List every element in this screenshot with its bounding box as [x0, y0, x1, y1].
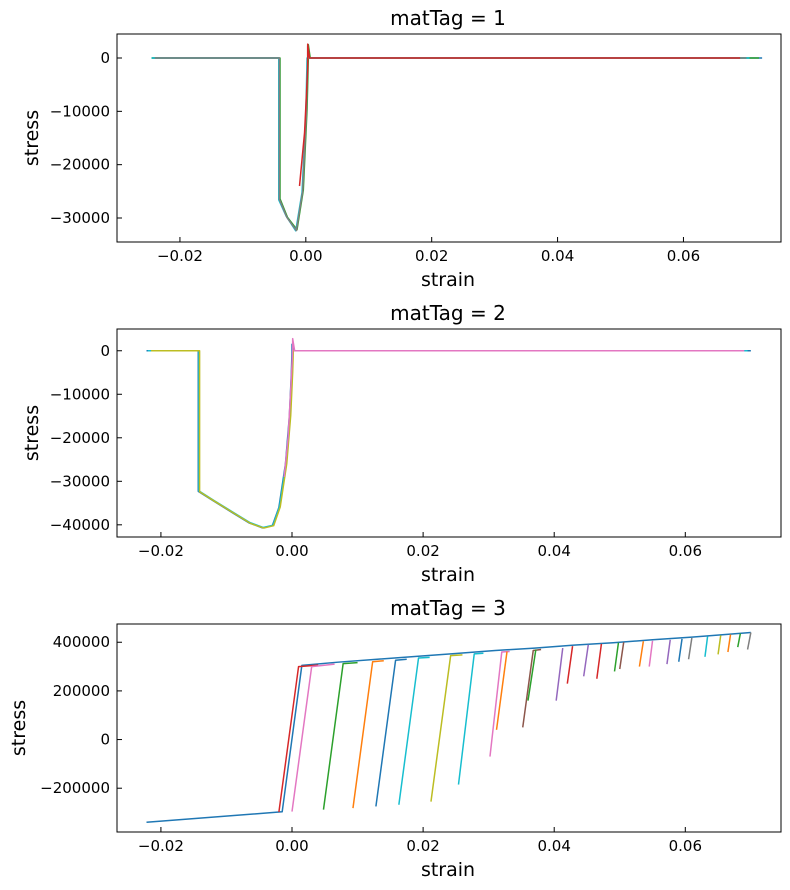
- x-axis-label: strain: [421, 269, 475, 291]
- y-tick-label: −200000: [40, 779, 110, 797]
- series-line-6: [398, 656, 430, 805]
- x-tick-label: 0.00: [289, 247, 322, 265]
- subplot-title: matTag = 1: [390, 6, 506, 30]
- y-tick-label: 0: [100, 49, 110, 67]
- x-tick-label: 0.00: [275, 542, 308, 560]
- series-line-7: [430, 654, 463, 802]
- axes-frame: [116, 33, 782, 243]
- subplot-title: matTag = 2: [390, 301, 506, 325]
- y-axis-label: stress: [8, 700, 30, 756]
- axes-frame: [116, 623, 782, 833]
- series-group: [146, 631, 752, 824]
- x-tick-label: −0.02: [138, 837, 184, 855]
- y-tick-label: −10000: [50, 102, 110, 120]
- series-line-26: [727, 634, 732, 653]
- y-axis-label: stress: [21, 110, 43, 166]
- series-line-8: [457, 652, 484, 785]
- series-line-2: [291, 663, 335, 812]
- subplot-mattag-3: matTag = 3 strain stress −0.02 0.00 0.02 0.…: [8, 596, 782, 881]
- y-axis-label: stress: [21, 405, 43, 461]
- x-tick-label: 0.00: [275, 837, 308, 855]
- x-tick-label: 0.04: [538, 837, 571, 855]
- subplot-mattag-2: matTag = 2 strain stress −0.02 0.00 0.02 0.…: [21, 301, 782, 586]
- x-tick-label: 0.06: [667, 247, 700, 265]
- series-line-3: [322, 661, 358, 810]
- series-line-23: [687, 637, 693, 660]
- series-line-0: [146, 631, 751, 824]
- series-line-11: [521, 648, 542, 728]
- series-line-20: [648, 640, 654, 667]
- y-tick-label: −30000: [50, 209, 110, 227]
- y-tick-label: 0: [100, 342, 110, 360]
- x-tick-label: 0.04: [538, 542, 571, 560]
- series-line-1: [278, 664, 319, 813]
- series-line-4: [298, 43, 741, 187]
- series-line-21: [666, 639, 671, 665]
- x-tick-label: 0.06: [669, 837, 702, 855]
- series-line-24: [704, 636, 709, 657]
- series-line-22: [678, 638, 683, 662]
- series-line-5: [375, 658, 407, 807]
- series-line-15: [582, 644, 590, 677]
- y-tick-label: −10000: [50, 385, 110, 403]
- y-tick-label: −20000: [50, 156, 110, 174]
- series-line-2: [151, 350, 738, 529]
- y-tick-label: −40000: [50, 516, 110, 534]
- y-tick-label: −30000: [50, 472, 110, 490]
- y-tick-label: 0: [100, 731, 110, 749]
- subplot-mattag-1: matTag = 1 strain stress −0.02 0.00 0.02 0.…: [21, 6, 782, 291]
- x-tick-label: 0.02: [406, 837, 439, 855]
- series-line-18: [619, 642, 625, 670]
- x-tick-label: 0.04: [541, 247, 574, 265]
- series-line-19: [638, 641, 645, 667]
- x-tick-label: 0.06: [669, 542, 702, 560]
- x-tick-label: −0.02: [157, 247, 203, 265]
- axes-frame: [116, 328, 782, 538]
- y-tick-label: −20000: [50, 429, 110, 447]
- series-line-27: [737, 633, 742, 648]
- y-tick-label: 400000: [53, 633, 110, 651]
- series-line-10: [495, 651, 508, 730]
- y-tick-label: 200000: [53, 682, 110, 700]
- series-group: [146, 337, 751, 529]
- subplot-title: matTag = 3: [390, 596, 506, 620]
- series-line-13: [555, 647, 564, 701]
- x-axis-label: strain: [421, 859, 475, 881]
- x-tick-label: −0.02: [138, 542, 184, 560]
- series-line-25: [717, 635, 722, 655]
- series-line-4: [352, 659, 384, 809]
- series-line-17: [613, 642, 620, 672]
- x-tick-label: 0.02: [406, 542, 439, 560]
- series-line-3: [283, 337, 745, 478]
- series-line-14: [566, 646, 574, 684]
- series-line-12: [527, 649, 537, 701]
- series-group: [151, 43, 763, 232]
- series-line-28: [746, 632, 752, 650]
- series-line-16: [596, 643, 603, 679]
- x-tick-label: 0.02: [415, 247, 448, 265]
- x-axis-label: strain: [421, 564, 475, 586]
